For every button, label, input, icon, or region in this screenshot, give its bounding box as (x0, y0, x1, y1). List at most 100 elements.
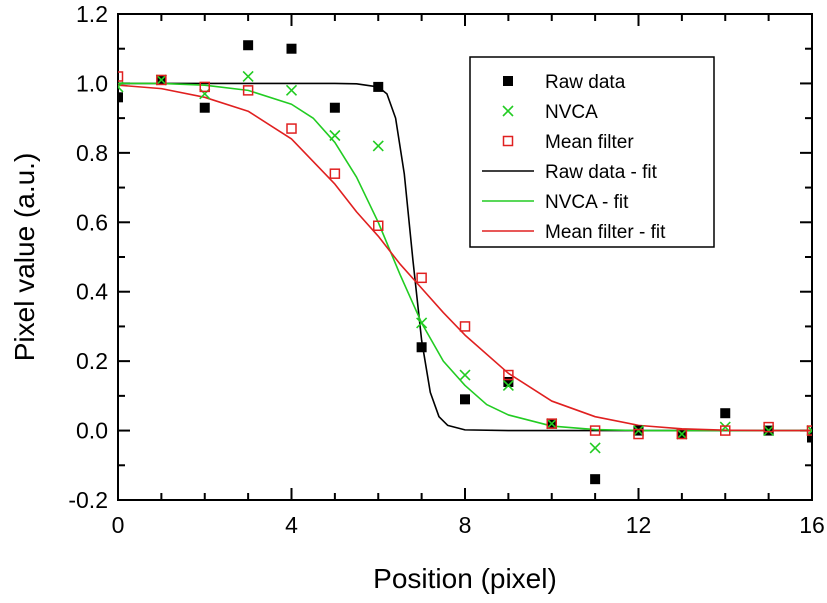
cross-stroke (806, 429, 812, 437)
x-tick-label: 0 (112, 512, 125, 538)
data-point-mean-filter (546, 418, 557, 429)
cross-stroke (416, 317, 428, 329)
legend-marker-swatch (503, 76, 513, 86)
data-point-nvca (285, 84, 298, 96)
data-point-nvca (242, 70, 254, 83)
x-tick-label: 12 (626, 512, 652, 538)
x-tick-label: 4 (285, 512, 298, 538)
y-tick-label: 0.4 (76, 279, 108, 305)
cross-stroke (372, 140, 384, 152)
cross-stroke (459, 369, 471, 381)
data-point-nvca (155, 74, 167, 86)
x-axis-title: Position (pixel) (373, 563, 557, 594)
cross-stroke (676, 428, 688, 440)
legend-item-nvca: NVCA (502, 102, 598, 123)
legend-label: NVCA (545, 102, 598, 123)
x-tick-label: 16 (799, 512, 825, 538)
legend-label: Raw data - fit (545, 162, 658, 183)
data-point-raw-data (329, 102, 340, 113)
legend-item-mean-filter-fit: Mean filter - fit (482, 222, 666, 243)
legend-marker-swatch (502, 105, 514, 117)
data-point-mean-filter (286, 123, 297, 134)
y-tick-label: 0.8 (76, 140, 108, 166)
y-tick-label: 0.6 (76, 209, 108, 235)
data-point-mean-filter (459, 321, 471, 332)
legend-item-mean-filter: Mean filter (502, 132, 634, 153)
data-point-raw-data (118, 92, 123, 103)
cross-stroke (502, 105, 514, 117)
data-point-nvca (416, 317, 428, 329)
data-point-mean-filter (199, 81, 210, 93)
legend-item-raw-data-fit: Raw data - fit (482, 162, 658, 183)
y-tick-label: 0.0 (76, 418, 108, 444)
data-point-mean-filter (633, 428, 644, 440)
data-point-nvca (589, 442, 601, 454)
series-mean-filter-fit (118, 84, 812, 432)
data-point-mean-filter (329, 168, 341, 179)
cross-stroke (502, 379, 514, 392)
data-point-raw-data (199, 102, 210, 113)
cross-stroke (285, 84, 298, 96)
legend-label: Mean filter - fit (545, 222, 666, 243)
series-layer (118, 40, 812, 485)
cross-stroke (546, 418, 558, 430)
data-point-raw-data (503, 376, 514, 387)
data-point-mean-filter (373, 220, 384, 232)
legend-box (469, 56, 715, 248)
cross-stroke (242, 70, 254, 83)
data-point-nvca (632, 425, 645, 437)
legend-label: Mean filter (545, 132, 634, 153)
data-point-raw-data (807, 432, 812, 443)
legend-label: Raw data (545, 72, 626, 93)
cross-stroke (589, 442, 601, 454)
legend-marker-swatch (502, 135, 514, 147)
data-point-raw-data (286, 43, 297, 54)
cross-stroke (763, 425, 775, 437)
cross-stroke (329, 129, 341, 142)
cross-stroke (806, 425, 812, 432)
data-point-nvca (372, 140, 384, 152)
cross-stroke (118, 85, 124, 93)
cross-stroke (719, 421, 731, 433)
data-point-mean-filter (763, 421, 774, 433)
x-axis: 0 4 8 12 16 (112, 14, 825, 538)
data-point-raw-data (373, 81, 384, 92)
cross-stroke (118, 81, 124, 89)
legend-item-raw-data: Raw data (503, 72, 626, 93)
data-point-nvca (329, 129, 341, 142)
fit-line-mean-filter-fit (118, 84, 812, 432)
y-tick-label: 1.0 (76, 70, 108, 96)
series-nvca-fit (118, 82, 812, 432)
data-point-mean-filter (416, 272, 427, 284)
data-point-mean-filter (118, 71, 124, 82)
data-point-nvca (676, 428, 688, 440)
data-point-nvca (502, 379, 514, 392)
data-point-nvca (118, 81, 124, 93)
y-tick-label: -0.2 (68, 487, 108, 513)
y-tick-label: 0.2 (76, 348, 108, 374)
legend: Raw data NVCA Mean filter Raw data - fit NVC… (469, 56, 715, 248)
cross-stroke (155, 74, 167, 86)
legend-label: NVCA - fit (545, 192, 629, 213)
data-point-mean-filter (242, 85, 254, 96)
data-point-nvca (199, 88, 211, 100)
data-point-mean-filter (589, 425, 601, 436)
data-point-raw-data (460, 394, 470, 405)
legend-item-nvca-fit: NVCA - fit (482, 192, 629, 213)
cross-stroke (199, 88, 211, 100)
y-axis-title: Pixel value (a.u.) (9, 153, 40, 362)
data-point-raw-data (243, 40, 254, 51)
series-mean-filter (118, 71, 812, 440)
data-point-mean-filter (503, 369, 514, 381)
data-point-mean-filter (720, 425, 731, 436)
fit-line-nvca-fit (118, 82, 812, 432)
data-point-raw-data (416, 342, 427, 353)
cross-stroke (632, 425, 645, 437)
x-tick-label: 8 (459, 512, 472, 538)
data-point-nvca (763, 425, 775, 437)
data-point-nvca (719, 421, 731, 433)
data-point-mean-filter (806, 425, 812, 436)
series-nvca (118, 70, 812, 454)
data-point-nvca (546, 418, 558, 430)
